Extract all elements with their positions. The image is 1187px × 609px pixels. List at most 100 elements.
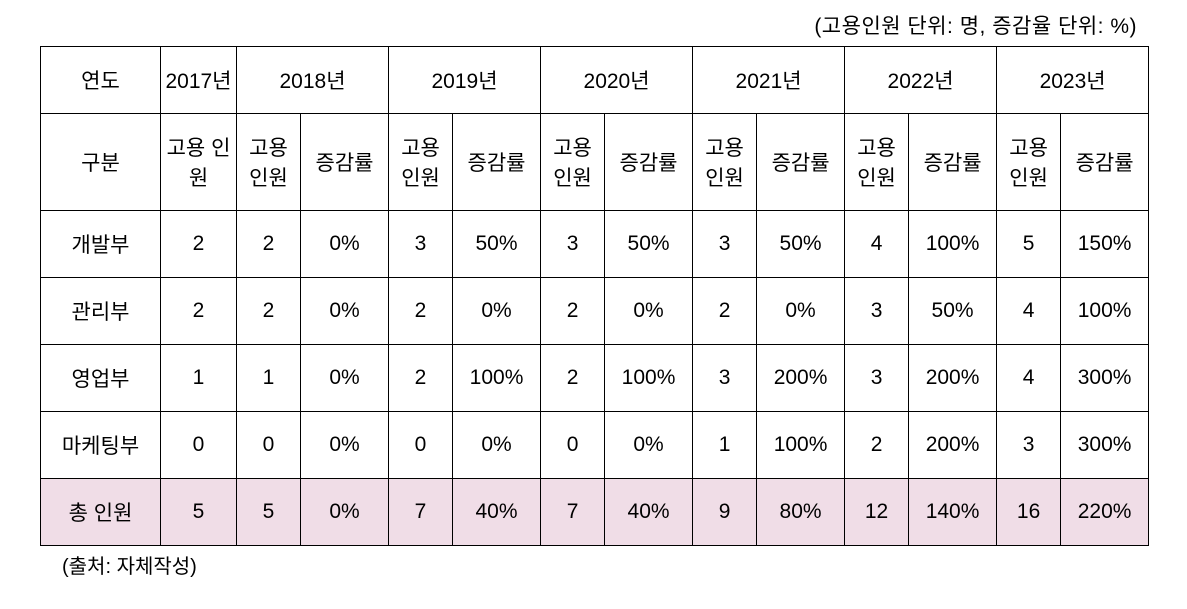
- table-row: 개발부220%350%350%350%4100%5150%: [41, 211, 1149, 278]
- cell-rate: 200%: [757, 345, 845, 412]
- cell-emp: 4: [997, 345, 1061, 412]
- table-row: 관리부220%20%20%20%350%4100%: [41, 278, 1149, 345]
- row-label: 개발부: [41, 211, 161, 278]
- cell-emp: 0: [541, 412, 605, 479]
- cell-emp: 5: [161, 479, 237, 546]
- rate-2020-header: 증감률: [605, 114, 693, 211]
- cell-emp: 3: [693, 211, 757, 278]
- emp-2017-header: 고용 인원: [161, 114, 237, 211]
- cell-rate: 300%: [1061, 412, 1149, 479]
- row-label: 관리부: [41, 278, 161, 345]
- cell-emp: 3: [845, 345, 909, 412]
- cell-emp: 2: [161, 211, 237, 278]
- table-body: 개발부220%350%350%350%4100%5150%관리부220%20%2…: [41, 211, 1149, 546]
- cell-emp: 2: [541, 278, 605, 345]
- cell-rate: 300%: [1061, 345, 1149, 412]
- cell-rate: 100%: [605, 345, 693, 412]
- year-2020: 2020년: [541, 47, 693, 114]
- cell-emp: 3: [997, 412, 1061, 479]
- cell-emp: 2: [161, 278, 237, 345]
- year-header: 연도: [41, 47, 161, 114]
- cell-rate: 100%: [909, 211, 997, 278]
- cell-emp: 3: [389, 211, 453, 278]
- year-2018: 2018년: [237, 47, 389, 114]
- cell-rate: 0%: [453, 412, 541, 479]
- rate-2019-header: 증감률: [453, 114, 541, 211]
- cell-emp: 2: [389, 278, 453, 345]
- cell-emp: 1: [693, 412, 757, 479]
- cell-emp: 1: [237, 345, 301, 412]
- rate-2023-header: 증감률: [1061, 114, 1149, 211]
- cell-emp: 12: [845, 479, 909, 546]
- cell-rate: 40%: [453, 479, 541, 546]
- cell-rate: 50%: [605, 211, 693, 278]
- year-2023: 2023년: [997, 47, 1149, 114]
- cell-emp: 3: [845, 278, 909, 345]
- cell-rate: 0%: [453, 278, 541, 345]
- unit-note: (고용인원 단위: 명, 증감율 단위: %): [40, 10, 1137, 40]
- cell-rate: 100%: [453, 345, 541, 412]
- cell-emp: 2: [845, 412, 909, 479]
- header-row-years: 연도 2017년 2018년 2019년 2020년 2021년 2022년 2…: [41, 47, 1149, 114]
- cell-rate: 0%: [301, 412, 389, 479]
- cell-emp: 4: [845, 211, 909, 278]
- table-row: 마케팅부000%00%00%1100%2200%3300%: [41, 412, 1149, 479]
- cell-rate: 0%: [301, 211, 389, 278]
- rate-2022-header: 증감률: [909, 114, 997, 211]
- cell-rate: 50%: [453, 211, 541, 278]
- cell-rate: 50%: [909, 278, 997, 345]
- rate-2021-header: 증감률: [757, 114, 845, 211]
- cell-emp: 7: [389, 479, 453, 546]
- cell-emp: 3: [541, 211, 605, 278]
- cell-rate: 100%: [1061, 278, 1149, 345]
- cell-rate: 150%: [1061, 211, 1149, 278]
- total-row: 총 인원550%740%740%980%12140%16220%: [41, 479, 1149, 546]
- cell-rate: 200%: [909, 412, 997, 479]
- cell-rate: 0%: [301, 479, 389, 546]
- cell-emp: 9: [693, 479, 757, 546]
- cell-rate: 80%: [757, 479, 845, 546]
- cell-rate: 200%: [909, 345, 997, 412]
- cell-emp: 7: [541, 479, 605, 546]
- cell-emp: 0: [389, 412, 453, 479]
- cell-rate: 0%: [301, 345, 389, 412]
- category-header: 구분: [41, 114, 161, 211]
- cell-rate: 0%: [605, 278, 693, 345]
- cell-rate: 0%: [757, 278, 845, 345]
- emp-2019-header: 고용 인원: [389, 114, 453, 211]
- emp-2021-header: 고용 인원: [693, 114, 757, 211]
- cell-emp: 3: [693, 345, 757, 412]
- cell-emp: 2: [237, 278, 301, 345]
- cell-emp: 2: [693, 278, 757, 345]
- year-2017: 2017년: [161, 47, 237, 114]
- cell-emp: 2: [389, 345, 453, 412]
- cell-emp: 1: [161, 345, 237, 412]
- year-2022: 2022년: [845, 47, 997, 114]
- cell-rate: 220%: [1061, 479, 1149, 546]
- cell-rate: 0%: [605, 412, 693, 479]
- cell-emp: 16: [997, 479, 1061, 546]
- cell-rate: 40%: [605, 479, 693, 546]
- cell-rate: 50%: [757, 211, 845, 278]
- cell-rate: 100%: [757, 412, 845, 479]
- header-row-sub: 구분 고용 인원 고용 인원 증감률 고용 인원 증감률 고용 인원 증감률 고…: [41, 114, 1149, 211]
- row-label: 마케팅부: [41, 412, 161, 479]
- table-row: 영업부110%2100%2100%3200%3200%4300%: [41, 345, 1149, 412]
- emp-2022-header: 고용 인원: [845, 114, 909, 211]
- year-2021: 2021년: [693, 47, 845, 114]
- emp-2023-header: 고용 인원: [997, 114, 1061, 211]
- source-note: (출처: 자체작성): [62, 550, 1147, 579]
- cell-rate: 140%: [909, 479, 997, 546]
- cell-emp: 5: [237, 479, 301, 546]
- rate-2018-header: 증감률: [301, 114, 389, 211]
- row-label: 총 인원: [41, 479, 161, 546]
- table-container: (고용인원 단위: 명, 증감율 단위: %) 연도 2017년 2018년 2…: [0, 0, 1187, 599]
- emp-2020-header: 고용 인원: [541, 114, 605, 211]
- cell-emp: 0: [237, 412, 301, 479]
- emp-2018-header: 고용 인원: [237, 114, 301, 211]
- cell-emp: 4: [997, 278, 1061, 345]
- cell-emp: 2: [541, 345, 605, 412]
- cell-rate: 0%: [301, 278, 389, 345]
- employment-table: 연도 2017년 2018년 2019년 2020년 2021년 2022년 2…: [40, 46, 1149, 546]
- cell-emp: 2: [237, 211, 301, 278]
